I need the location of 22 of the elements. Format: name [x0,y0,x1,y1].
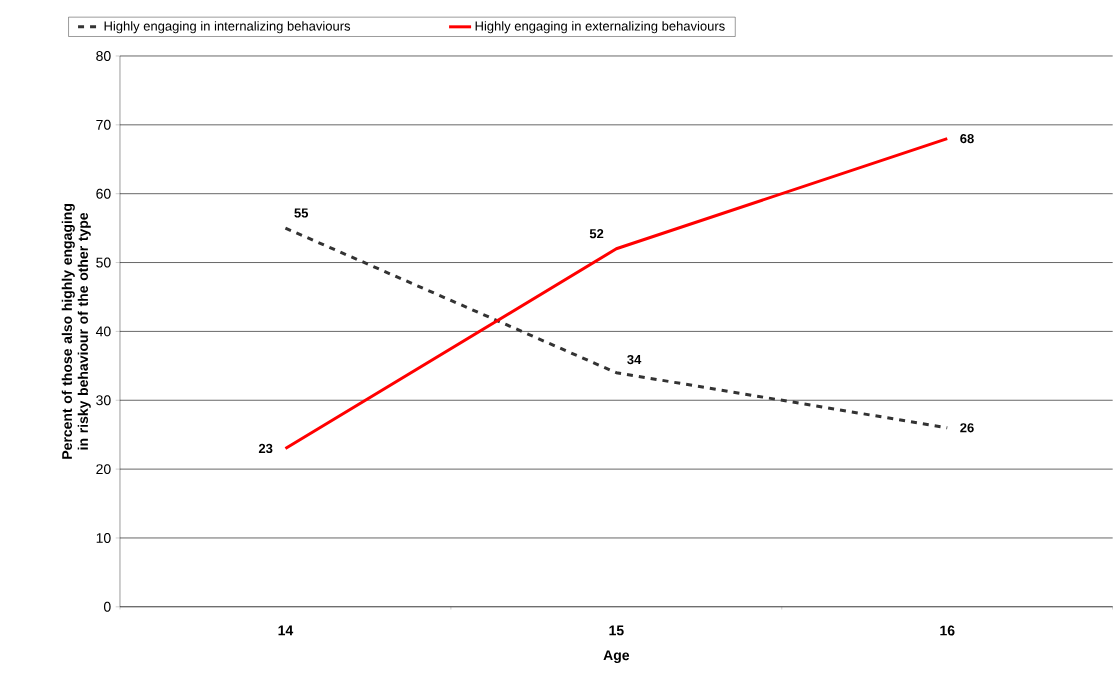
y-tick-label: 10 [96,533,111,544]
y-axis-title: Percent of those also highly engaging in risky behaviour of the other type [61,204,91,459]
y-tick-label: 20 [96,464,111,475]
y-tick-label: 0 [103,601,111,612]
y-tick-label: 80 [96,51,111,62]
x-tick-label: 14 [278,625,294,636]
y-tick-label: 40 [95,326,111,337]
y-tick-label: 30 [96,395,111,406]
data-label: 55 [294,208,309,218]
y-tick-label: 50 [96,257,111,268]
y-tick-label: 60 [96,188,111,199]
data-label: 52 [589,229,604,239]
legend-label: Highly engaging in internalizing behaviours [104,21,351,34]
legend-label: Highly engaging in externalizing behaviours [475,21,725,34]
data-label: 26 [960,423,974,433]
y-tick-label: 70 [96,119,111,130]
data-label: 68 [960,134,974,144]
data-label: 34 [627,355,642,365]
x-axis-title: Age [603,650,630,664]
data-label: 23 [258,443,273,454]
x-tick-label: 15 [609,625,624,636]
x-tick-label: 16 [940,625,955,636]
